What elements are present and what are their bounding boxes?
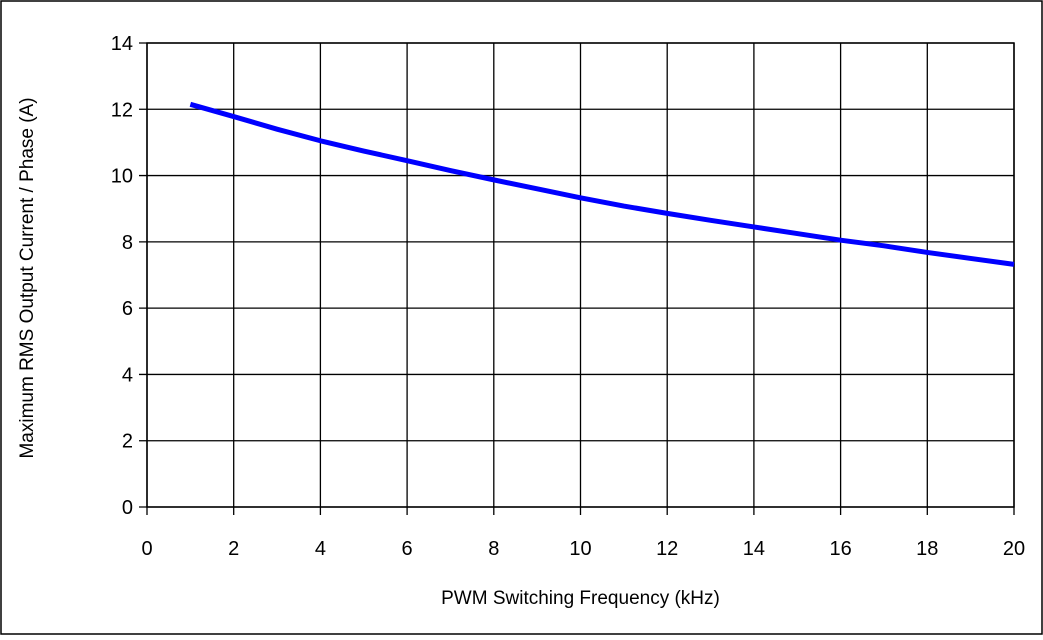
x-tick-label: 12 [656,538,678,560]
x-tick-label: 18 [916,538,938,560]
x-tick-label: 10 [569,538,591,560]
y-tick-labels: 0 2 4 6 8 10 12 14 [111,33,133,519]
series-line-0 [189,101,1015,267]
y-tick-label: 6 [122,298,133,320]
x-tick-label: 14 [743,538,765,560]
y-tick-label: 8 [122,232,133,254]
y-tick-label: 12 [111,99,133,121]
x-tick-label: 16 [829,538,851,560]
x-tick-label: 8 [488,538,499,560]
y-tick-label: 0 [122,497,133,519]
y-axis-title: Maximum RMS Output Current / Phase (A) [17,97,38,458]
x-tick-label: 2 [228,538,239,560]
series-layer [189,101,1015,267]
x-tick-labels: 0 2 4 6 8 10 12 14 16 18 20 [141,538,1025,560]
plot-area-frame [146,42,1015,508]
x-axis-title: PWM Switching Frequency (kHz) [441,588,720,609]
y-tick-label: 10 [111,166,133,188]
x-tick-label: 20 [1003,538,1025,560]
y-tick-label: 4 [122,364,133,386]
x-tick-label: 0 [141,538,152,560]
x-tick-label: 4 [315,538,326,560]
y-tick-label: 14 [111,33,133,55]
x-tick-label: 6 [402,538,413,560]
y-tick-label: 2 [122,431,133,453]
